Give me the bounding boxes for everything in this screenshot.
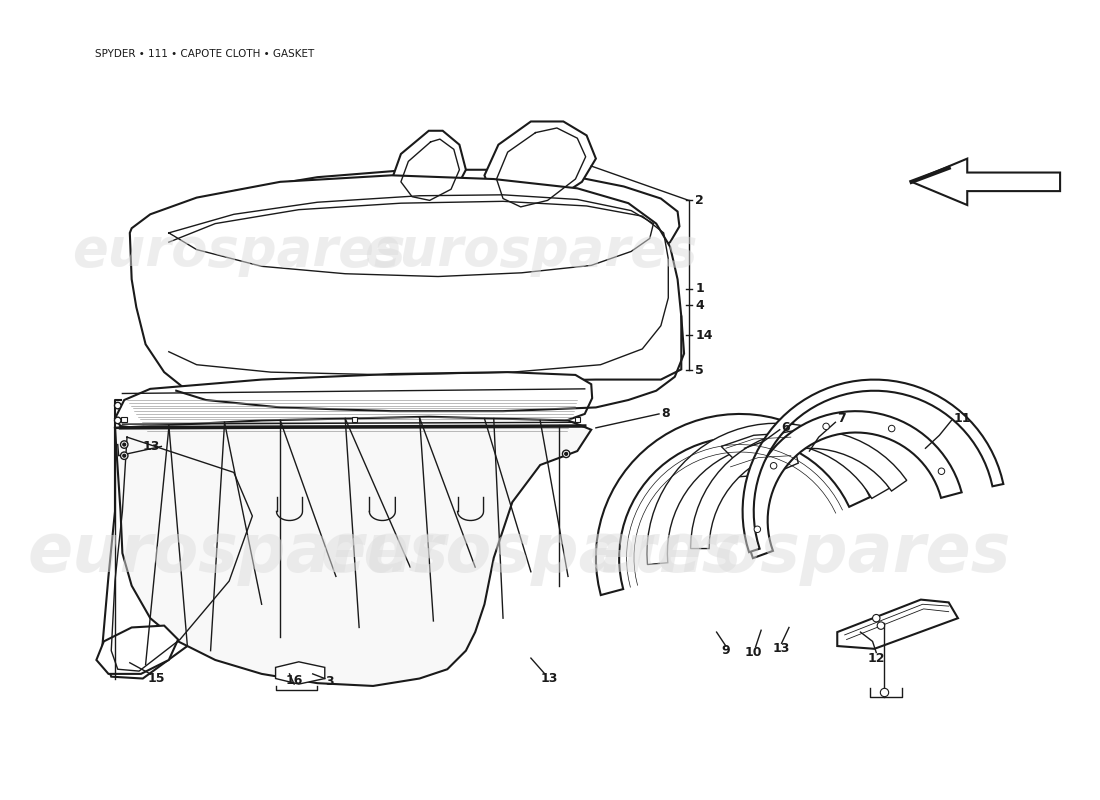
Text: 11: 11	[954, 412, 971, 425]
Polygon shape	[596, 414, 870, 595]
Text: 5: 5	[695, 364, 704, 377]
Circle shape	[121, 441, 128, 448]
Polygon shape	[116, 417, 591, 686]
Text: 15: 15	[148, 672, 165, 685]
Text: 6: 6	[782, 422, 790, 434]
Text: 9: 9	[722, 644, 730, 657]
Text: 12: 12	[868, 651, 886, 665]
Text: 13: 13	[773, 642, 790, 655]
Circle shape	[114, 402, 121, 409]
Text: 14: 14	[695, 329, 713, 342]
Polygon shape	[130, 175, 681, 390]
Polygon shape	[392, 130, 466, 203]
Circle shape	[121, 452, 128, 459]
Text: 4: 4	[695, 299, 704, 312]
Polygon shape	[102, 428, 262, 678]
Text: 8: 8	[661, 407, 670, 421]
Polygon shape	[484, 122, 596, 213]
Bar	[121, 417, 126, 422]
Text: 1: 1	[695, 282, 704, 295]
Circle shape	[123, 443, 125, 446]
Text: 13: 13	[142, 440, 160, 453]
Polygon shape	[912, 158, 1060, 205]
Circle shape	[564, 453, 568, 455]
Polygon shape	[116, 372, 592, 434]
Polygon shape	[647, 423, 890, 565]
Circle shape	[877, 622, 884, 630]
Text: 7: 7	[837, 412, 846, 425]
Polygon shape	[276, 662, 324, 684]
Text: 10: 10	[745, 646, 762, 659]
Polygon shape	[691, 430, 906, 549]
Bar	[574, 417, 580, 422]
Text: SPYDER • 111 • CAPOTE CLOTH • GASKET: SPYDER • 111 • CAPOTE CLOTH • GASKET	[95, 49, 314, 59]
Text: 2: 2	[695, 194, 704, 207]
Text: eurospares: eurospares	[72, 226, 405, 278]
Polygon shape	[722, 433, 800, 460]
Text: eurospares: eurospares	[590, 520, 1011, 586]
Circle shape	[770, 462, 777, 469]
Circle shape	[755, 526, 760, 533]
Polygon shape	[136, 170, 680, 286]
Polygon shape	[837, 600, 958, 649]
Text: eurospares: eurospares	[28, 520, 449, 586]
Circle shape	[889, 426, 895, 432]
Polygon shape	[742, 380, 1003, 552]
Text: 13: 13	[541, 672, 558, 685]
Text: eurospares: eurospares	[320, 520, 741, 586]
Polygon shape	[97, 626, 178, 674]
Polygon shape	[726, 451, 799, 477]
Polygon shape	[746, 411, 961, 558]
Circle shape	[823, 423, 829, 430]
Circle shape	[114, 417, 121, 424]
Text: eurospares: eurospares	[364, 226, 697, 278]
Circle shape	[938, 468, 945, 474]
Text: 3: 3	[324, 675, 333, 688]
Text: 16: 16	[286, 674, 302, 687]
Circle shape	[562, 450, 570, 458]
Bar	[352, 417, 358, 422]
Circle shape	[872, 614, 880, 622]
Circle shape	[123, 454, 125, 457]
